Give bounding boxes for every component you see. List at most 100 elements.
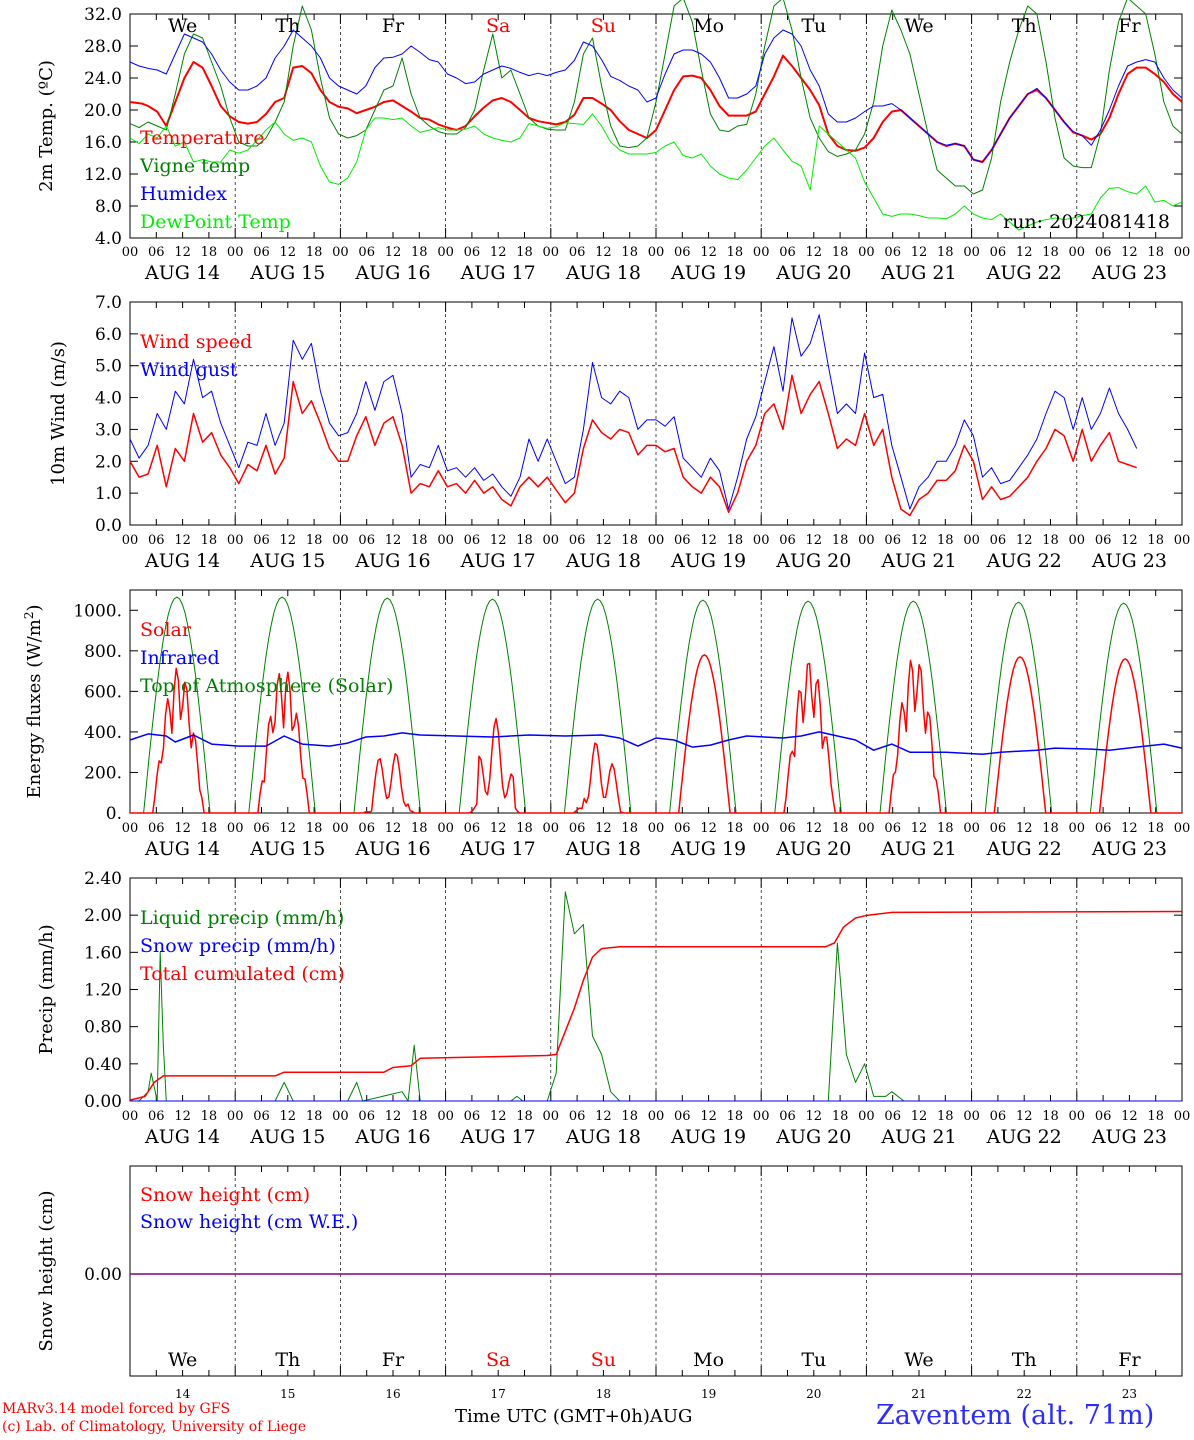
hour-tick-label: 12: [385, 533, 402, 548]
hour-tick-label: 12: [174, 1109, 191, 1124]
hour-tick-label: 00: [1174, 245, 1191, 260]
legend-entry: Total cumulated (cm): [140, 963, 345, 985]
date-label: AUG 16: [354, 1126, 430, 1148]
weekday-label: We: [904, 15, 933, 37]
y-tick-label: 32.0: [84, 5, 122, 25]
series-line: [129, 910, 1183, 1101]
hour-tick-label: 18: [832, 821, 849, 836]
date-label: AUG 22: [986, 550, 1062, 572]
hour-tick-label: 18: [937, 1109, 954, 1124]
hour-tick-label: 18: [411, 1109, 428, 1124]
hour-tick-label: 18: [727, 533, 744, 548]
date-label: AUG 15: [249, 838, 325, 860]
hour-tick-label: 12: [385, 821, 402, 836]
y-tick-label: 800.: [84, 642, 122, 662]
legend-entry: DewPoint Temp: [140, 211, 291, 233]
hour-tick-label: 12: [490, 533, 507, 548]
hour-tick-label: 18: [516, 1109, 533, 1124]
hour-tick-label: 12: [1121, 245, 1138, 260]
date-label: AUG 22: [986, 262, 1062, 284]
hour-tick-label: 06: [674, 821, 691, 836]
hour-tick-label: 18: [201, 533, 218, 548]
hour-tick-label: 06: [990, 245, 1007, 260]
hour-tick-label: 00: [963, 533, 980, 548]
hour-tick-label: 18: [411, 533, 428, 548]
y-tick-label: 5.0: [95, 357, 122, 377]
hour-tick-label: 00: [543, 1109, 560, 1124]
hour-tick-label: 06: [569, 245, 586, 260]
hour-tick-label: 06: [779, 1109, 796, 1124]
y-tick-label: 4.0: [95, 389, 122, 409]
day-number-label: 22: [1017, 1387, 1032, 1401]
date-label: AUG 17: [460, 838, 536, 860]
hour-tick-label: 18: [411, 821, 428, 836]
day-number-label: 18: [596, 1387, 611, 1401]
legend-entry: Vigne temp: [139, 155, 250, 177]
hour-tick-label: 00: [437, 245, 454, 260]
hour-tick-label: 06: [569, 821, 586, 836]
hour-tick-label: 12: [911, 245, 928, 260]
hour-tick-label: 00: [648, 533, 665, 548]
series-line: [129, 29, 1183, 163]
hour-tick-label: 18: [937, 821, 954, 836]
legend-entry: Snow precip (mm/h): [140, 935, 336, 957]
series-line-solar: [235, 671, 341, 814]
hour-tick-label: 12: [174, 533, 191, 548]
legend-entry: Snow height (cm W.E.): [140, 1211, 358, 1233]
legend-entry: Wind speed: [140, 331, 252, 353]
legend-entry: Top of Atmosphere (Solar): [140, 675, 393, 697]
legend-entry: Infrared: [140, 647, 220, 669]
hour-tick-label: 00: [648, 245, 665, 260]
hour-tick-label: 12: [385, 245, 402, 260]
hour-tick-label: 12: [280, 533, 297, 548]
weekday-label: Th: [275, 1349, 300, 1371]
y-tick-label: 4.0: [95, 229, 122, 249]
y-tick-label: 3.0: [95, 420, 122, 440]
hour-tick-label: 06: [990, 821, 1007, 836]
hour-tick-label: 12: [490, 1109, 507, 1124]
weekday-label: Su: [591, 1349, 616, 1371]
y-tick-label: 24.0: [84, 69, 122, 89]
hour-tick-label: 00: [858, 245, 875, 260]
weekday-label: Fr: [1118, 1349, 1141, 1371]
hour-tick-label: 12: [911, 1109, 928, 1124]
y-axis-label: Snow height (cm): [36, 1190, 57, 1351]
model-credit-line2: (c) Lab. of Climatology, University of L…: [2, 1419, 307, 1435]
weekday-label: Fr: [382, 1349, 405, 1371]
date-label: AUG 17: [460, 1126, 536, 1148]
date-label: AUG 18: [565, 1126, 641, 1148]
hour-tick-label: 12: [806, 245, 823, 260]
series-line: [129, 314, 1138, 510]
series-line-solar: [971, 656, 1077, 814]
hour-tick-label: 12: [280, 1109, 297, 1124]
series-line-solar: [445, 717, 551, 814]
run-annotation: run: 2024081418: [1003, 211, 1170, 233]
hour-tick-label: 00: [122, 821, 139, 836]
hour-tick-label: 18: [516, 533, 533, 548]
plot-frame: [129, 301, 1183, 526]
series-line: [129, 0, 1183, 195]
date-label: AUG 21: [880, 1126, 956, 1148]
hour-tick-label: 00: [858, 1109, 875, 1124]
y-tick-label: 1.60: [84, 943, 122, 963]
date-label: AUG 14: [144, 262, 220, 284]
y-axis-label: Energy fluxes (W/m2): [22, 604, 45, 798]
hour-tick-label: 12: [1016, 533, 1033, 548]
plot-frame: [129, 589, 1183, 814]
weekday-label: Su: [591, 15, 616, 37]
hour-tick-label: 00: [227, 821, 244, 836]
hour-tick-label: 06: [148, 821, 165, 836]
hour-tick-label: 18: [1147, 1109, 1164, 1124]
hour-tick-label: 18: [306, 1109, 323, 1124]
hour-tick-label: 12: [806, 1109, 823, 1124]
day-number-label: 20: [806, 1387, 821, 1401]
hour-tick-label: 06: [1095, 1109, 1112, 1124]
y-tick-label: 2.0: [95, 452, 122, 472]
hour-tick-label: 12: [595, 821, 612, 836]
date-label: AUG 19: [670, 262, 746, 284]
hour-tick-label: 18: [937, 533, 954, 548]
legend-entry: Solar: [140, 619, 192, 641]
y-tick-label: 200.: [84, 763, 122, 783]
hour-tick-label: 12: [700, 1109, 717, 1124]
